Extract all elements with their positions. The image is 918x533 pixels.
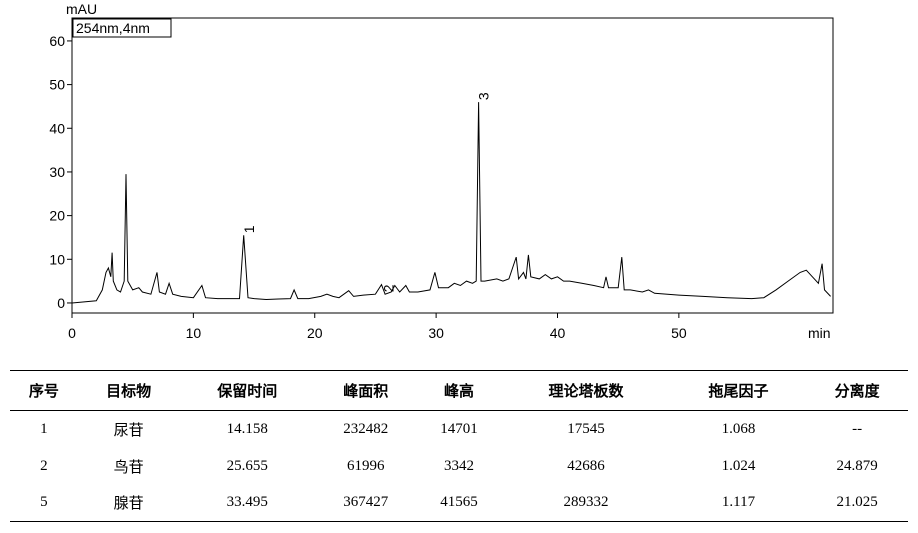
header-cell: 目标物 (106, 382, 152, 400)
results-table: 序号 目标物 保留时间 峰面积 峰高 理论塔板数 拖尾因子 分离度 1 尿苷 14.158 2324… (10, 370, 908, 522)
table-cell: 24.879 (836, 457, 878, 474)
table-cell: 42686 (567, 457, 605, 474)
y-tick-label: 10 (49, 251, 65, 267)
table-cell: 5 (40, 494, 48, 511)
y-tick-label: 20 (49, 208, 65, 224)
table-cell: 2 (40, 457, 48, 474)
table-cell: 232482 (343, 420, 389, 437)
header-row: 序号 目标物 保留时间 峰面积 峰高 理论塔板数 拖尾因子 分离度 (10, 370, 908, 411)
table-cell: 367427 (343, 494, 389, 511)
header-cell: 分离度 (834, 382, 880, 400)
plot-frame (71, 17, 834, 314)
chromatogram-trace (71, 102, 831, 304)
table-cell: 289332 (563, 494, 609, 511)
table-cell: 41565 (440, 494, 478, 511)
y-tick-label: 40 (49, 120, 65, 136)
table-cell: 14701 (440, 420, 478, 437)
x-tick-label: 30 (428, 325, 444, 341)
y-tick-label: 50 (49, 77, 65, 93)
table-cell: 尿苷 (113, 422, 144, 439)
table-cell: 1 (40, 420, 48, 437)
table-cell: 鸟苷 (113, 459, 144, 476)
header-cell: 峰面积 (343, 382, 389, 400)
x-axis-label: min (808, 325, 831, 341)
table-cell: 3342 (443, 457, 474, 474)
chart: mAU min 254nm,4nm 0 10 20 30 40 50 60 0 10 20 30 40… (49, 1, 834, 341)
table-cell: 腺苷 (113, 496, 144, 513)
table-row: 1 尿苷 14.158 232482 14701 17545 1.068 -- (10, 411, 908, 448)
peak-label: 3 (476, 92, 492, 100)
header-cell: 序号 (28, 382, 59, 400)
header-cell: 理论塔板数 (548, 382, 624, 400)
x-tick-label: 50 (671, 325, 687, 341)
table-cell: 17545 (567, 420, 605, 437)
table-cell: -- (852, 420, 863, 437)
y-tick-label: 0 (57, 295, 65, 311)
peak-label: 1 (241, 225, 257, 233)
y-axis-label: mAU (66, 1, 97, 17)
table-row: 5 腺苷 33.495 367427 41565 289332 1.117 21.025 (10, 485, 908, 522)
table-cell: 1.024 (721, 457, 756, 474)
header-cell: 拖尾因子 (708, 382, 769, 400)
x-tick-label: 0 (68, 325, 76, 341)
legend-text: 254nm,4nm (76, 20, 150, 36)
y-tick-label: 30 (49, 164, 65, 180)
table-cell: 33.495 (226, 494, 268, 511)
table-cell: 1.068 (721, 420, 756, 437)
x-tick-label: 10 (186, 325, 202, 341)
y-tick-label: 60 (49, 33, 65, 49)
peak-label: 2 (380, 284, 396, 292)
header-cell: 保留时间 (217, 382, 278, 400)
table-cell: 61996 (347, 457, 385, 474)
table-cell: 1.117 (721, 494, 756, 511)
table-cell: 14.158 (226, 420, 268, 437)
x-tick-label: 20 (307, 325, 323, 341)
x-tick-label: 40 (550, 325, 566, 341)
table-row: 2 鸟苷 25.655 61996 3342 42686 1.024 24.879 (10, 448, 908, 485)
table-cell: 25.655 (226, 457, 268, 474)
legend-box (72, 18, 172, 38)
header-cell: 峰高 (443, 382, 474, 400)
table-cell: 21.025 (836, 494, 878, 511)
